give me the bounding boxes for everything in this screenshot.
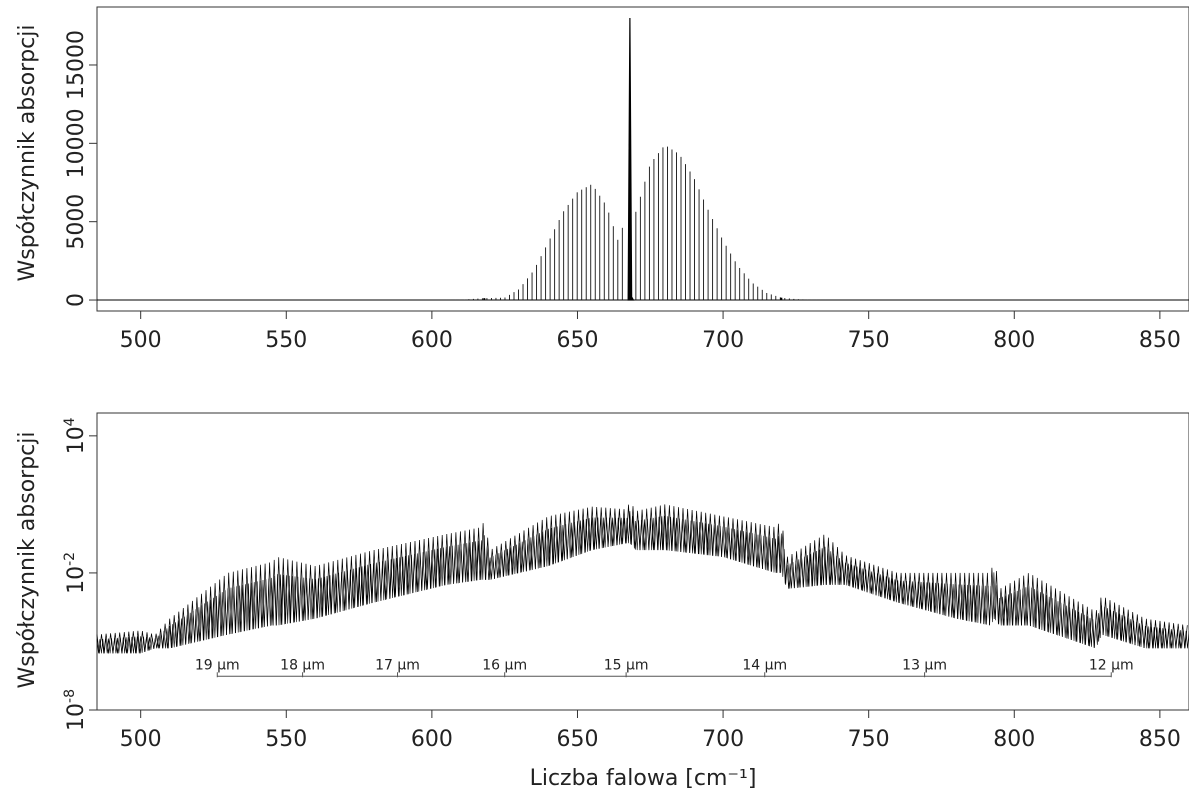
tick-base: 10 (64, 703, 89, 731)
top-y-tick-label: 0 (64, 293, 89, 307)
bottom-x-tick-label: 550 (265, 727, 307, 752)
bottom-spectrum-dense-band (96, 511, 1189, 654)
bottom-chart: 19 µm 18 µm 17 µm 16 µm 15 µm 14 µm 13 µm 12 µm… (15, 412, 1189, 791)
top-y-tick-label: 10000 (64, 108, 89, 178)
tick-exponent: -8 (62, 689, 78, 703)
top-q-branch-peak (627, 17, 635, 301)
tick-exponent: -2 (62, 552, 78, 566)
wavelength-tick-label: 18 µm (280, 657, 325, 673)
wavelength-scale: 19 µm 18 µm 17 µm 16 µm 15 µm 14 µm 13 µm 12 µm (195, 657, 1134, 678)
wavelength-tick-label: 15 µm (604, 657, 649, 673)
bottom-y-tick-text: 10-2 (62, 552, 89, 594)
bottom-y-tick-label: 104 (62, 417, 89, 454)
bottom-y-tick-label: 10-8 (62, 689, 89, 731)
bottom-spectrum-line (96, 504, 1188, 654)
bottom-x-tick-label: 500 (120, 727, 162, 752)
top-x-tick-label: 750 (848, 328, 890, 353)
bottom-y-tick-label: 10-2 (62, 552, 89, 594)
bottom-x-tick-label: 850 (1139, 727, 1181, 752)
tick-base: 10 (64, 426, 89, 454)
top-plot-frame (96, 6, 1189, 312)
bottom-chart-marks (96, 504, 1189, 654)
tick-exponent: 4 (62, 417, 78, 426)
wavelength-tick-label: 19 µm (195, 657, 240, 673)
top-y-axis: 0 5000 10000 15000 (64, 30, 97, 307)
top-y-tick-label: 15000 (64, 30, 89, 100)
bottom-y-tick-text: 10-8 (62, 689, 89, 731)
wavelength-tick-label: 16 µm (482, 657, 527, 673)
top-x-tick-label: 800 (993, 328, 1035, 353)
top-x-axis: 500 550 600 650 700 750 800 850 (120, 311, 1181, 353)
top-x-tick-label: 550 (265, 328, 307, 353)
bottom-y-tick-text: 104 (62, 417, 89, 454)
bottom-x-tick-label: 750 (848, 727, 890, 752)
top-y-axis-label: Współczynnik absorpcji (15, 25, 40, 282)
top-chart: 500 550 600 650 700 750 800 850 0 5000 10000 15000… (15, 6, 1189, 353)
wavelength-tick-label: 12 µm (1089, 657, 1134, 673)
bottom-x-tick-label: 800 (993, 727, 1035, 752)
top-x-tick-label: 600 (411, 328, 453, 353)
wavelength-tick-label: 17 µm (375, 657, 420, 673)
top-x-tick-label: 700 (702, 328, 744, 353)
bottom-x-axis-label: Liczba falowa [cm⁻¹] (530, 766, 757, 791)
wavelength-tick-label: 14 µm (742, 657, 787, 673)
bottom-y-axis-label: Współczynnik absorpcji (15, 432, 40, 689)
bottom-x-tick-label: 700 (702, 727, 744, 752)
bottom-x-tick-label: 600 (411, 727, 453, 752)
bottom-plot-frame (96, 412, 1189, 711)
top-y-tick-label: 5000 (64, 194, 89, 250)
tick-base: 10 (64, 566, 89, 594)
top-x-tick-label: 500 (120, 328, 162, 353)
top-chart-marks (97, 17, 1189, 301)
wavelength-tick-label: 13 µm (902, 657, 947, 673)
top-x-tick-label: 650 (556, 328, 598, 353)
bottom-x-axis: 500 550 600 650 700 750 800 850 (120, 710, 1181, 752)
top-x-tick-label: 850 (1139, 328, 1181, 353)
bottom-x-tick-label: 650 (556, 727, 598, 752)
